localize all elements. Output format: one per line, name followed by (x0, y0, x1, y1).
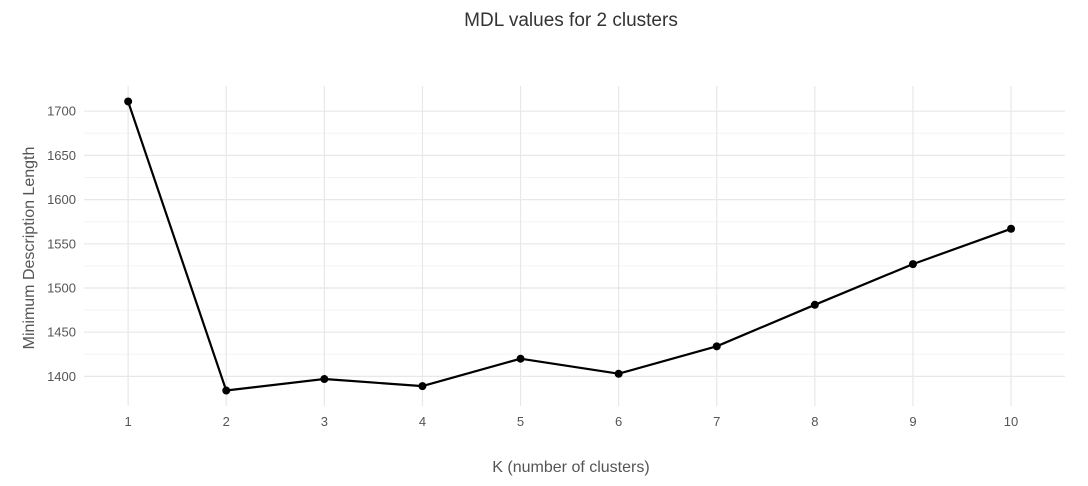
grid (84, 86, 1065, 406)
y-tick-label: 1400 (47, 369, 76, 384)
data-point (516, 354, 525, 363)
data-point (222, 386, 231, 395)
x-tick-label: 8 (811, 414, 818, 429)
x-tick-label: 3 (321, 414, 328, 429)
data-point (418, 382, 427, 391)
y-tick-label: 1600 (47, 192, 76, 207)
x-tick-label: 10 (1004, 414, 1018, 429)
y-tick-label: 1550 (47, 236, 76, 251)
data-point (810, 300, 819, 309)
data-point (124, 97, 133, 106)
y-axis-ticks: 1400 1450 1500 1550 1600 1650 1700 (47, 104, 76, 384)
y-axis-title: Minimum Description Length (21, 147, 38, 350)
data-point (908, 260, 917, 269)
x-tick-label: 1 (125, 414, 132, 429)
x-axis-title: K (number of clusters) (492, 459, 649, 476)
x-tick-label: 4 (419, 414, 426, 429)
y-tick-label: 1500 (47, 280, 76, 295)
x-axis-ticks: 1 2 3 4 5 6 7 8 9 10 (125, 414, 1019, 429)
y-tick-label: 1700 (47, 104, 76, 119)
x-tick-label: 7 (713, 414, 720, 429)
x-tick-label: 2 (223, 414, 230, 429)
chart-title: MDL values for 2 clusters (464, 10, 678, 31)
data-point (320, 375, 329, 384)
x-tick-label: 9 (909, 414, 916, 429)
y-tick-label: 1650 (47, 148, 76, 163)
x-tick-label: 5 (517, 414, 524, 429)
series-group (124, 97, 1016, 395)
x-tick-label: 6 (615, 414, 622, 429)
data-point (712, 342, 721, 351)
series-line (127, 101, 1012, 392)
data-point (614, 369, 623, 378)
y-tick-label: 1450 (47, 325, 76, 340)
data-point (1007, 224, 1016, 233)
